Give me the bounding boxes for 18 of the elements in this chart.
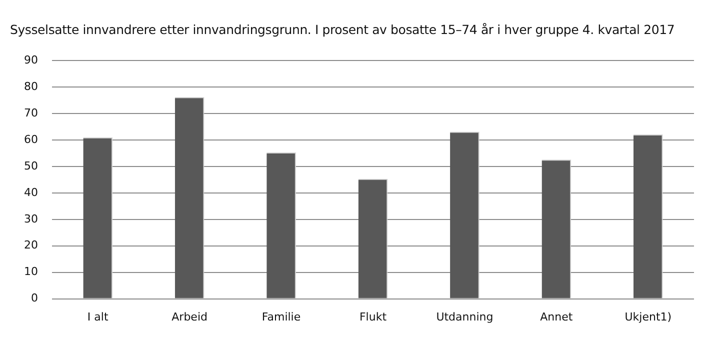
x-tick-label: Familie [262, 310, 301, 324]
y-tick-label: 0 [30, 292, 38, 305]
y-tick-label: 60 [24, 132, 38, 146]
x-tick-label: Utdanning [436, 310, 494, 324]
y-tick-label: 20 [24, 238, 38, 252]
y-tick-label: 80 [24, 80, 38, 93]
y-tick-label: 90 [24, 53, 38, 66]
y-tick-label: 30 [24, 212, 38, 226]
x-tick-label: I alt [87, 310, 109, 324]
y-tick-label: 10 [24, 265, 38, 278]
x-tick-label: Flukt [359, 310, 388, 324]
y-tick-label: 50 [24, 159, 38, 172]
x-tick-label: Annet [540, 310, 574, 324]
x-tick-label: Ukjent1) [624, 310, 672, 324]
chart-title: Sysselsatte innvandrere etter innvandringsgrunn. I prosent av bosatte 15–74 år i hver gruppe 4. kvartal 2017 [10, 22, 675, 37]
y-tick-label: 70 [24, 106, 38, 120]
x-tick-label: Arbeid [172, 310, 208, 324]
y-tick-label: 40 [24, 186, 38, 199]
